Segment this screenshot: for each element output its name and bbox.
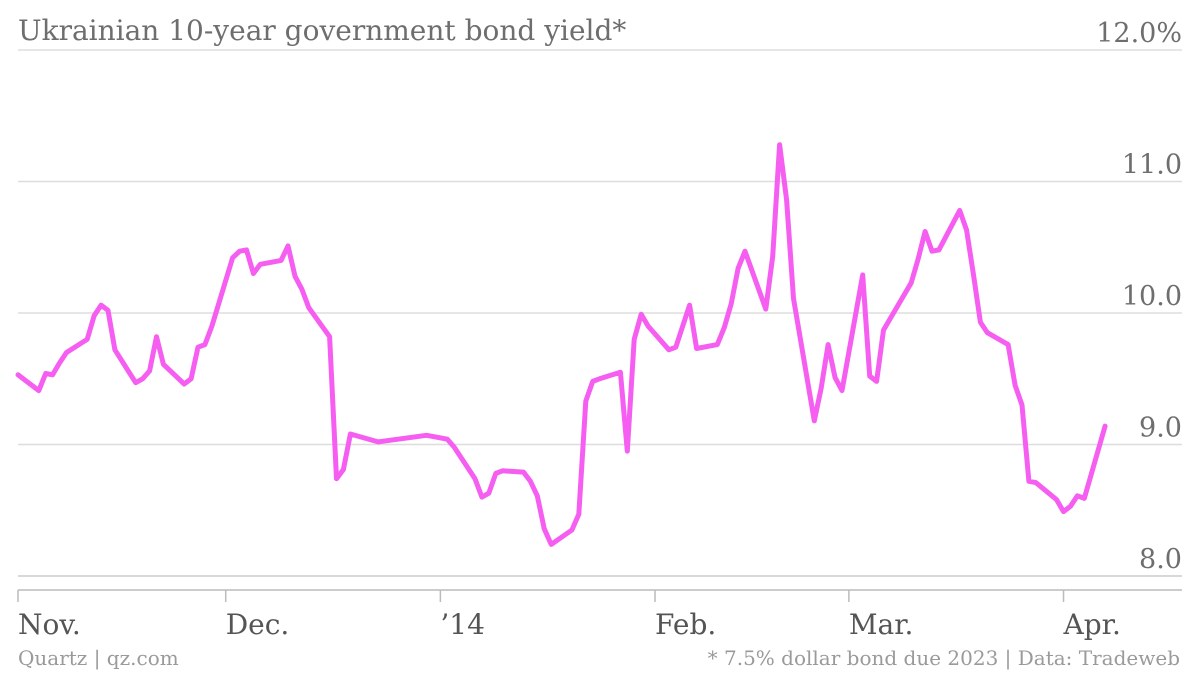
- x-tick-label: ’14: [440, 608, 485, 641]
- y-tick-labels: 12.0% 11.0 10.0 9.0 8.0: [1096, 18, 1182, 575]
- y-tick-label: 8.0: [1139, 544, 1182, 575]
- x-tick-label: Dec.: [226, 608, 290, 641]
- y-tick-label: 11.0: [1122, 150, 1182, 181]
- x-tick-label: Mar.: [849, 608, 914, 641]
- x-axis: Nov. Dec. ’14 Feb. Mar. Apr.: [17, 575, 1182, 641]
- x-tick-label: Nov.: [18, 608, 81, 641]
- source-credit: Quartz | qz.com: [18, 646, 179, 670]
- chart-title: Ukrainian 10-year government bond yield*: [18, 14, 627, 47]
- y-tick-label: 9.0: [1139, 413, 1182, 444]
- y-tick-label: 10.0: [1122, 281, 1182, 312]
- y-tick-label: 12.0%: [1096, 18, 1182, 49]
- x-tick-label: Feb.: [655, 608, 716, 641]
- x-tick-label: Apr.: [1063, 608, 1121, 641]
- gridlines: [18, 49, 1182, 446]
- source-note: * 7.5% dollar bond due 2023 | Data: Trad…: [707, 646, 1180, 670]
- series-layer: [15, 142, 1108, 547]
- series-line: [15, 142, 1108, 547]
